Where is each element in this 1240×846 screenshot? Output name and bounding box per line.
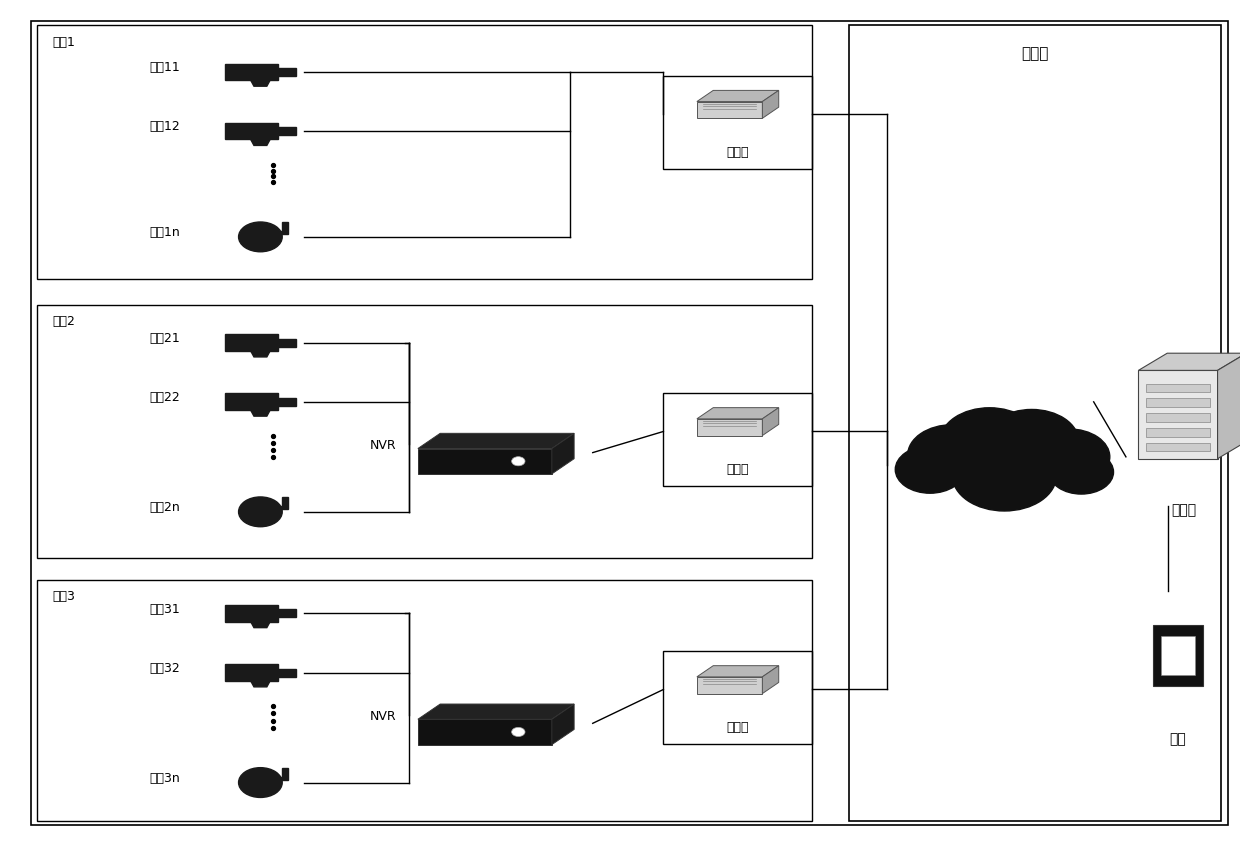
Polygon shape <box>418 719 552 744</box>
Text: 私卹1: 私卹1 <box>52 36 74 48</box>
Text: 球柈2n: 球柈2n <box>149 501 180 514</box>
Circle shape <box>512 728 525 737</box>
Text: 球柈3n: 球柈3n <box>149 772 180 785</box>
Circle shape <box>940 408 1039 475</box>
Text: 枪朱22: 枪朱22 <box>149 391 180 404</box>
Text: NVR: NVR <box>371 710 397 723</box>
Text: 路由器: 路由器 <box>727 722 749 734</box>
Polygon shape <box>250 622 270 628</box>
Circle shape <box>895 446 965 493</box>
Text: 互联网: 互联网 <box>1022 47 1049 62</box>
Text: 球柈1n: 球柈1n <box>149 226 180 239</box>
Polygon shape <box>224 123 278 140</box>
Polygon shape <box>250 80 270 86</box>
Bar <box>1146 428 1210 437</box>
Polygon shape <box>1218 354 1240 459</box>
Polygon shape <box>224 664 278 681</box>
Polygon shape <box>697 91 779 102</box>
Polygon shape <box>278 127 296 135</box>
Text: 私卹3: 私卹3 <box>52 590 74 602</box>
Text: 枪朱12: 枪朱12 <box>149 120 180 134</box>
Polygon shape <box>224 334 278 351</box>
Polygon shape <box>763 91 779 118</box>
Bar <box>1146 413 1210 422</box>
Circle shape <box>512 457 525 466</box>
Polygon shape <box>278 68 296 76</box>
Polygon shape <box>278 398 296 406</box>
Text: 枪朱32: 枪朱32 <box>149 662 180 675</box>
Polygon shape <box>224 63 278 80</box>
Text: 枪朱11: 枪朱11 <box>149 61 180 74</box>
Polygon shape <box>1138 354 1240 371</box>
Polygon shape <box>552 433 574 474</box>
Polygon shape <box>763 408 779 436</box>
Polygon shape <box>224 393 278 410</box>
Bar <box>1153 625 1203 686</box>
Polygon shape <box>697 102 763 118</box>
Polygon shape <box>697 677 763 694</box>
Text: 私卹2: 私卹2 <box>52 315 74 327</box>
Circle shape <box>238 497 283 527</box>
Circle shape <box>238 767 283 798</box>
Text: 路由器: 路由器 <box>727 464 749 476</box>
Text: 枪朱31: 枪朱31 <box>149 602 180 616</box>
Polygon shape <box>224 605 278 622</box>
Polygon shape <box>1138 371 1218 459</box>
Polygon shape <box>250 351 270 357</box>
Text: 枪朱21: 枪朱21 <box>149 332 180 345</box>
Polygon shape <box>763 666 779 694</box>
Polygon shape <box>418 704 574 719</box>
Text: 手机: 手机 <box>1169 732 1187 746</box>
Polygon shape <box>278 497 288 509</box>
Circle shape <box>238 222 283 252</box>
Bar <box>1146 398 1210 407</box>
Text: 路由器: 路由器 <box>727 146 749 159</box>
Polygon shape <box>278 767 288 780</box>
Polygon shape <box>250 410 270 416</box>
Polygon shape <box>278 668 296 677</box>
Bar <box>1146 383 1210 393</box>
Circle shape <box>985 409 1079 474</box>
Polygon shape <box>697 666 779 677</box>
Polygon shape <box>250 140 270 146</box>
Polygon shape <box>278 609 296 618</box>
Circle shape <box>952 440 1056 511</box>
Polygon shape <box>250 681 270 687</box>
Circle shape <box>908 425 997 486</box>
Circle shape <box>1028 429 1110 485</box>
Text: 云平台: 云平台 <box>1172 503 1197 518</box>
Polygon shape <box>278 222 288 234</box>
Polygon shape <box>697 419 763 436</box>
Polygon shape <box>697 408 779 419</box>
Circle shape <box>1049 450 1114 494</box>
Polygon shape <box>552 704 574 744</box>
Polygon shape <box>278 338 296 347</box>
Bar <box>1161 636 1195 675</box>
Text: NVR: NVR <box>371 439 397 453</box>
Polygon shape <box>418 448 552 474</box>
Polygon shape <box>418 433 574 448</box>
Bar <box>1146 442 1210 452</box>
